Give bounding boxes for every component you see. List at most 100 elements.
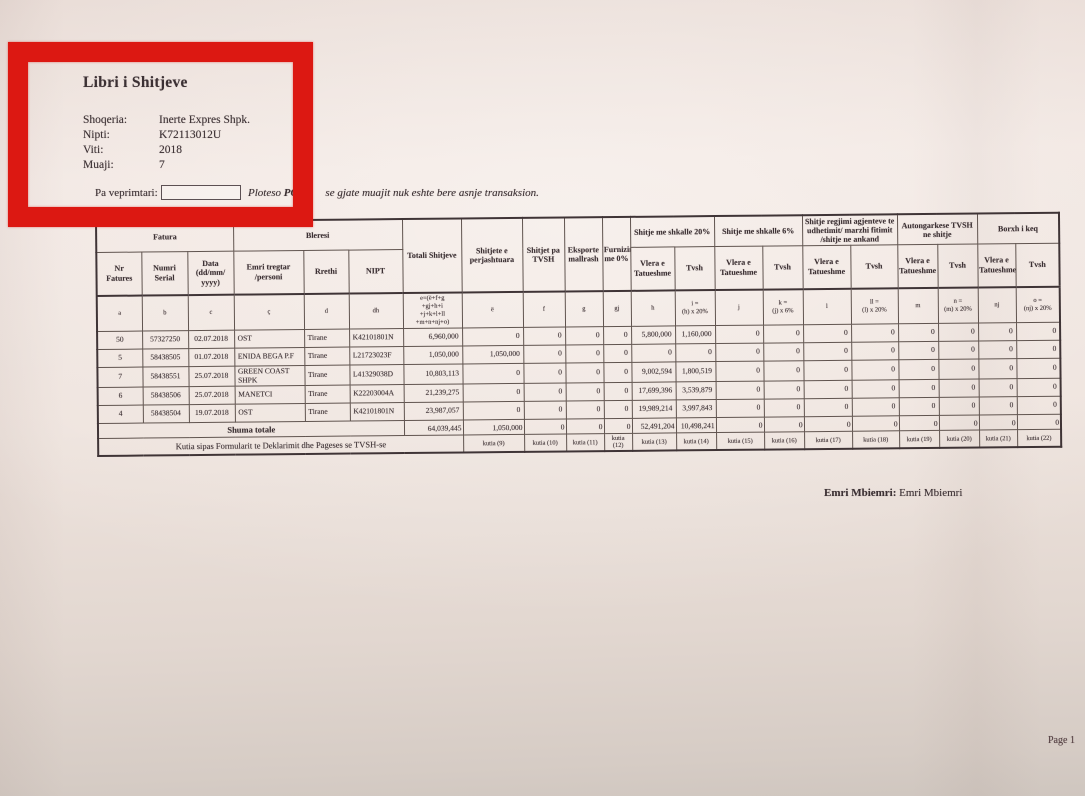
table-cell: 25.07.2018 xyxy=(188,366,235,387)
table-cell: 0 xyxy=(898,379,939,398)
table-cell: 0 xyxy=(603,326,632,345)
kutia-cell: kutia (18) xyxy=(852,430,900,449)
totals-cell: 0 xyxy=(1016,414,1062,430)
column-code: h xyxy=(630,289,676,327)
table-cell: 19.07.2018 xyxy=(188,404,235,423)
table-cell: 0 xyxy=(523,382,566,402)
table-cell: 3,997,843 xyxy=(675,399,716,418)
table-cell: 0 xyxy=(763,398,804,418)
page-number: Page 1 xyxy=(1048,735,1075,746)
column-code: nj xyxy=(977,286,1017,324)
table-cell: 0 xyxy=(803,360,852,381)
table-cell: 0 xyxy=(803,342,852,361)
table-cell: 0 xyxy=(565,382,604,401)
table-cell: 0 xyxy=(898,323,939,342)
table-cell: 0 xyxy=(565,362,604,383)
table-cell: 0 xyxy=(523,326,566,346)
table-cell: OST xyxy=(234,403,305,423)
totals-cell: 0 xyxy=(978,414,1018,431)
kutia-cell: kutia (14) xyxy=(676,432,717,451)
table-cell: 0 xyxy=(763,360,804,382)
kutia-cell: kutia (20) xyxy=(939,430,980,448)
table-cell: 17,699,396 xyxy=(631,381,676,401)
column-code: dh xyxy=(348,292,404,330)
table-cell: 0 xyxy=(978,378,1017,398)
column-code: m xyxy=(897,287,939,324)
totals-cell: 64,039,445 xyxy=(403,419,464,436)
column-code: f xyxy=(522,290,566,328)
table-cell: 0 xyxy=(851,359,899,381)
table-cell: 50 xyxy=(97,331,143,350)
group-header: Shitjete e perjashtuara xyxy=(461,217,523,292)
table-cell: 0 xyxy=(715,361,764,382)
table-cell: 1,050,000 xyxy=(403,345,463,365)
column-header: Data (dd/mm/ yyyy) xyxy=(187,251,234,295)
column-header: NIPT xyxy=(348,249,403,294)
field-value: Inerte Expres Shpk. xyxy=(159,114,251,126)
totals-cell: 0 xyxy=(851,415,900,432)
column-header: Tvsh xyxy=(762,245,803,290)
table-cell: 58438506 xyxy=(142,386,189,406)
column-code: g xyxy=(564,290,604,327)
table-cell: 7 xyxy=(97,367,143,388)
kutia-row-label: Kutia sipas Formularit te Deklarimit dhe… xyxy=(98,434,464,456)
table-cell: 0 xyxy=(523,362,566,384)
group-header: Shitjet pa TVSH xyxy=(522,217,565,292)
table-cell: 0 xyxy=(1016,358,1061,379)
column-code: ç xyxy=(233,293,305,331)
column-header: Numri Serial xyxy=(141,251,188,296)
group-header: Totali Shitjeve xyxy=(402,218,462,293)
pa-veprimtari-note-rest: se gjate muajit nuk eshte bere asnje tra… xyxy=(325,186,539,199)
kutia-cell: kutia (10) xyxy=(524,433,567,452)
field-label: Nipti: xyxy=(83,129,110,141)
column-header: Emri tregtar /personi xyxy=(233,250,304,295)
column-header: Tvsh xyxy=(937,244,978,288)
table-cell: 0 xyxy=(715,325,764,344)
field-shoqeria: Shoqeria: Inerte Expres Shpk. xyxy=(83,113,250,128)
table-cell: 58438551 xyxy=(142,366,189,388)
table-cell: 0 xyxy=(675,343,716,362)
totals-cell: 0 xyxy=(763,416,805,433)
signature-line: Emri Mbiemri: Emri Mbiemri xyxy=(824,487,962,499)
kutia-cell: kutia (15) xyxy=(716,432,765,451)
table-cell: 0 xyxy=(603,344,632,363)
column-header: Tvsh xyxy=(1015,243,1060,287)
totals-cell: 0 xyxy=(715,417,765,433)
table-cell: 25.07.2018 xyxy=(188,386,235,405)
field-value: K72113012U xyxy=(159,129,222,141)
table-cell: GREEN COAST SHPK xyxy=(234,365,305,387)
table-cell: 0 xyxy=(462,363,524,384)
column-code: k = (j) x 6% xyxy=(762,288,804,326)
table-cell: K42101801N xyxy=(349,328,404,348)
table-cell: OST xyxy=(234,329,305,349)
field-label: Viti: xyxy=(83,144,104,156)
table-cell: 10,803,113 xyxy=(403,363,463,385)
table-cell: 0 xyxy=(603,382,632,401)
group-header: Shitje regjimi agjenteve te udhetimit/ m… xyxy=(802,214,898,246)
table-cell: ENIDA BEGA P.F xyxy=(234,347,305,367)
table-cell: Tirane xyxy=(304,385,350,404)
table-cell: 0 xyxy=(851,379,899,399)
column-header: Rrethi xyxy=(303,250,349,294)
column-header: Vlera e Tatueshme xyxy=(802,245,851,289)
totals-cell: 0 xyxy=(603,418,633,434)
column-code: a xyxy=(96,295,143,332)
table-cell: 0 xyxy=(1016,378,1061,397)
column-code: o = (nj) x 20% xyxy=(1015,286,1061,323)
table-cell: 0 xyxy=(523,344,566,364)
kutia-cell: kutia (22) xyxy=(1017,429,1062,448)
table-cell: 0 xyxy=(851,397,899,417)
table-cell: 6,960,000 xyxy=(403,327,463,347)
table-cell: 1,160,000 xyxy=(675,325,716,344)
column-code: ë xyxy=(461,291,524,328)
kutia-cell: kutia (12) xyxy=(604,433,633,452)
kutia-cell: kutia (19) xyxy=(899,430,940,449)
group-header: Eksporte mallrash xyxy=(564,217,603,291)
table-cell: 0 xyxy=(938,341,979,360)
pa-veprimtari-row: Pa veprimtari: Ploteso PO se gjate muaji… xyxy=(95,185,539,200)
field-label: Shoqeria: xyxy=(83,114,128,126)
table-cell: L41329038D xyxy=(349,364,404,386)
table-cell: 57327250 xyxy=(142,330,189,350)
totals-cell: 0 xyxy=(938,415,980,431)
table-cell: 6 xyxy=(97,387,143,406)
